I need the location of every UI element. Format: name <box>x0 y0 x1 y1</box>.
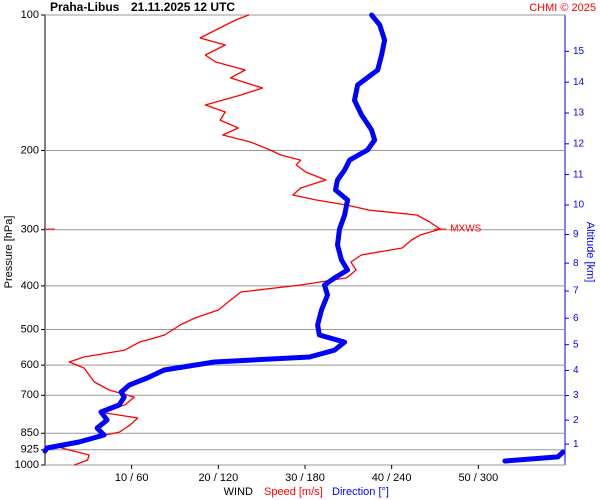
x-tick-label: 20 / 120 <box>198 472 238 484</box>
x-tick-label: 50 / 300 <box>458 472 498 484</box>
y2-tick-label: 10 <box>573 200 585 211</box>
direction-line <box>42 12 388 454</box>
y-tick-label: 500 <box>21 323 39 335</box>
y-tick-label: 600 <box>21 359 39 371</box>
y2-tick-label: 1 <box>573 439 579 450</box>
y2-tick-label: 9 <box>573 229 579 240</box>
y2-tick-label: 11 <box>573 169 584 180</box>
y-axis-label: Pressure [hPa] <box>3 216 15 289</box>
y-tick-label: 850 <box>21 427 39 439</box>
y2-tick-label: 7 <box>573 286 579 297</box>
y-tick-label: 925 <box>21 444 39 456</box>
y2-tick-label: 2 <box>573 415 579 426</box>
y2-axis-label: Altitude [km] <box>584 222 596 283</box>
x-tick-label: 10 / 60 <box>115 472 149 484</box>
credit: CHMI © 2025 <box>529 2 596 14</box>
y-tick-label: 200 <box>21 144 39 156</box>
x-axis-label: WIND <box>224 486 253 498</box>
y2-tick-label: 4 <box>573 365 579 376</box>
x-tick-label: 30 / 180 <box>285 472 325 484</box>
y2-tick-label: 5 <box>573 339 579 350</box>
legend-speed: Speed [m/s] <box>264 486 323 498</box>
y2-tick-label: 15 <box>573 46 585 57</box>
direction-line <box>502 449 566 464</box>
y-tick-label: 100 <box>21 9 39 21</box>
y2-tick-label: 8 <box>573 258 579 269</box>
station: Praha-Libus <box>50 0 120 14</box>
y2-tick-label: 13 <box>573 108 585 119</box>
y-tick-label: 300 <box>21 224 39 236</box>
y-tick-label: 700 <box>21 389 39 401</box>
y-tick-label: 1000 <box>15 459 39 471</box>
y2-tick-label: 12 <box>573 138 585 149</box>
annotation-label: MXWS <box>450 224 481 235</box>
legend-direction: Direction [°] <box>332 486 389 498</box>
y-tick-label: 400 <box>21 280 39 292</box>
y2-tick-label: 14 <box>573 77 585 88</box>
x-tick-label: 40 / 240 <box>372 472 412 484</box>
y2-tick-label: 6 <box>573 313 579 324</box>
time: 21.11.2025 12 UTC <box>131 0 235 14</box>
y2-tick-label: 3 <box>573 390 579 401</box>
